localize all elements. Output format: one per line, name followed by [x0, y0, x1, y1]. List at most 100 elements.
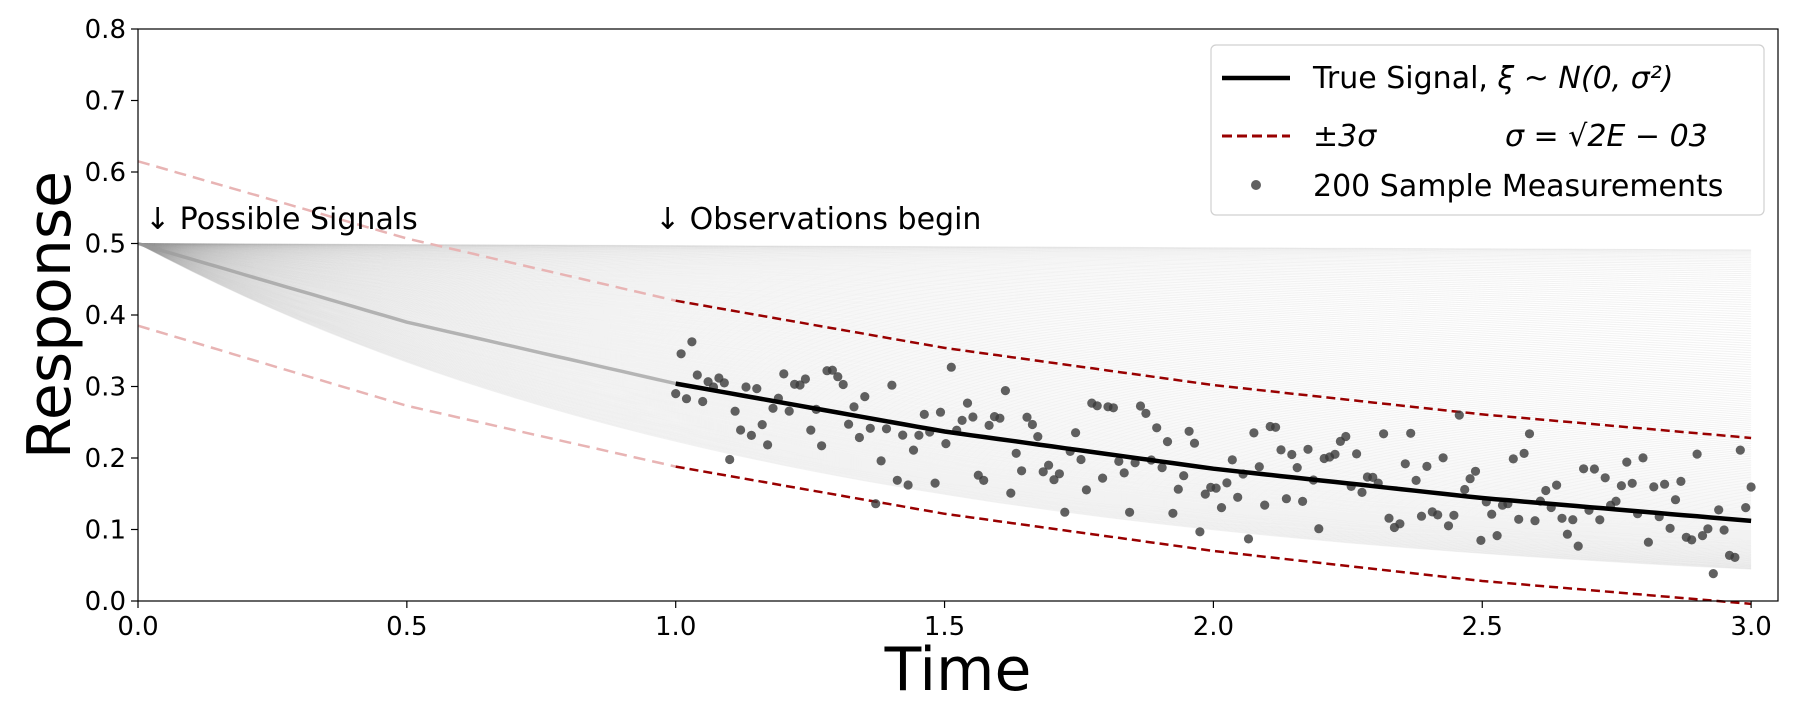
legend-sigma-value: σ = √2E − 03: [1505, 119, 1708, 154]
sample-point: [1627, 478, 1637, 488]
sample-point: [1081, 485, 1091, 495]
legend-samples-swatch: [1251, 180, 1261, 190]
possible-signal-line: [137, 243, 1752, 479]
sample-point: [1141, 408, 1151, 418]
sample-point: [1541, 485, 1551, 496]
possible-signal-line: [137, 243, 1752, 433]
possible-signal-line: [137, 243, 1752, 554]
sample-point: [1017, 466, 1027, 476]
x-axis-label: Time: [884, 635, 1032, 705]
sample-point: [1649, 482, 1659, 492]
sample-point: [1054, 469, 1064, 479]
sample-point: [860, 392, 870, 402]
sample-point: [1746, 482, 1756, 492]
sample-point: [1676, 476, 1686, 486]
possible-signal-line: [137, 243, 1752, 511]
possible-signal-line: [137, 243, 1752, 480]
sample-point: [1033, 432, 1043, 442]
sample-point: [984, 420, 994, 430]
sample-point: [1741, 503, 1751, 513]
sample-point: [1260, 500, 1270, 510]
possible-signal-line: [137, 243, 1752, 566]
possible-signal-line: [137, 243, 1752, 356]
possible-signal-line: [137, 243, 1752, 339]
possible-signal-line: [137, 243, 1752, 474]
sample-point: [1184, 426, 1194, 436]
possible-signal-line: [137, 243, 1752, 380]
sample-point: [1589, 464, 1599, 474]
sample-point: [881, 424, 892, 434]
lower-band-prior-line: [137, 324, 676, 468]
possible-signal-line: [137, 243, 1752, 318]
possible-signal-line: [137, 243, 1752, 310]
possible-signals: [137, 241, 1752, 570]
possible-signal-line: [137, 243, 1752, 541]
sample-point: [941, 439, 951, 449]
sample-point: [1000, 386, 1011, 396]
sample-point: [1287, 449, 1297, 460]
possible-signal-line: [137, 243, 1752, 517]
possible-signal-line: [137, 243, 1752, 296]
sample-point: [1060, 507, 1070, 517]
sample-point: [1071, 428, 1081, 438]
sample-point: [1568, 515, 1578, 525]
possible-signal-line: [137, 243, 1752, 499]
sample-point: [757, 420, 767, 430]
possible-signal-line: [137, 243, 1752, 484]
possible-signal-line: [137, 243, 1752, 251]
possible-signal-line: [137, 243, 1752, 497]
sample-point: [1687, 535, 1697, 545]
sample-point: [1735, 445, 1745, 455]
sample-point: [1249, 428, 1259, 438]
sample-point: [1660, 479, 1670, 489]
sample-point: [1611, 496, 1621, 506]
possible-signal-line: [137, 243, 1752, 273]
sample-point: [1352, 449, 1362, 459]
sample-point: [1049, 475, 1059, 485]
possible-signal-line: [137, 243, 1752, 542]
sample-point: [1357, 487, 1367, 497]
sample-point: [1271, 422, 1281, 432]
possible-signal-line: [137, 243, 1752, 467]
possible-signal-line: [137, 243, 1752, 416]
sample-point: [1492, 531, 1502, 541]
possible-signal-line: [137, 243, 1752, 269]
possible-signal-line: [137, 243, 1752, 325]
sample-point: [1027, 419, 1037, 430]
sample-point: [1368, 472, 1378, 482]
sample-point: [1622, 457, 1632, 467]
sample-point: [946, 362, 956, 372]
sample-point: [1616, 481, 1626, 491]
annotation-observations-begin: ↓ Observations begin: [655, 202, 981, 237]
sample-point: [1233, 492, 1243, 502]
sample-point: [1443, 521, 1454, 531]
possible-signal-line: [137, 243, 1752, 401]
possible-signal-line: [137, 243, 1752, 420]
sample-point: [930, 478, 940, 488]
possible-signal-line: [137, 243, 1752, 516]
possible-signal-line: [137, 243, 1752, 389]
sample-point: [1406, 428, 1416, 438]
possible-signal-line: [137, 243, 1752, 347]
possible-signal-line: [137, 243, 1752, 281]
x-tick-label: 3.0: [1730, 612, 1771, 642]
possible-signal-line: [137, 243, 1752, 445]
possible-signal-line: [137, 243, 1752, 382]
possible-signal-line: [137, 243, 1752, 487]
true-signal-line: [675, 381, 1752, 524]
sample-point: [1416, 511, 1427, 521]
y-tick-label: 0.5: [85, 230, 126, 260]
possible-signal-line: [137, 243, 1752, 332]
sample-point: [854, 432, 865, 443]
sample-point: [1108, 403, 1118, 413]
legend: True Signal, ξ ~ N(0, σ²) ±3σ σ = √2E − …: [1210, 44, 1765, 216]
sample-point: [1514, 514, 1524, 524]
possible-signal-line: [137, 243, 1752, 287]
possible-signal-line: [137, 243, 1752, 465]
possible-signal-line: [137, 243, 1752, 385]
sample-point: [1211, 483, 1221, 493]
sample-point: [719, 378, 729, 388]
upper-band-line: [675, 299, 1752, 440]
possible-signal-line: [137, 243, 1752, 396]
possible-signal-line: [137, 243, 1752, 458]
